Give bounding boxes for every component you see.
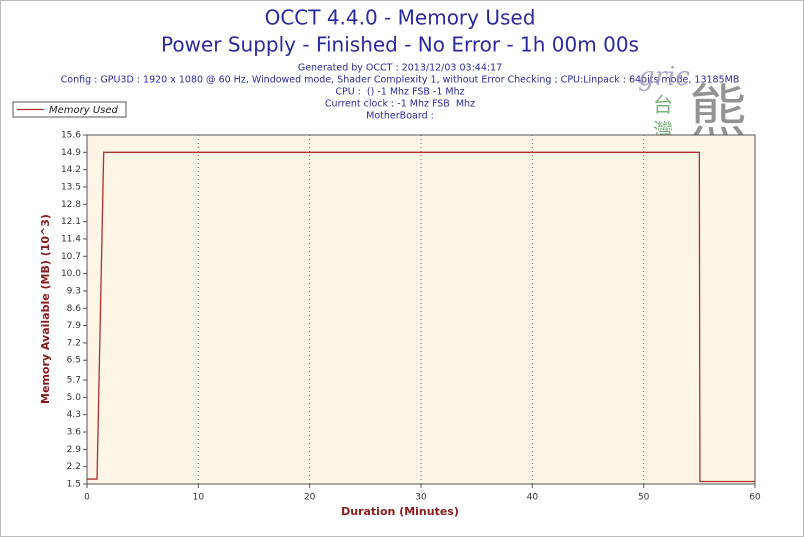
legend-box [12,101,127,118]
y-tick-label: 9.3 [67,286,81,296]
y-tick-label: 7.2 [67,338,81,348]
x-tick-label: 0 [84,493,90,503]
x-tick-label: 30 [415,493,427,503]
series-line [87,151,755,483]
info-line: Current clock : -1 Mhz FSB Mhz [325,99,475,110]
y-tick-label: 10.0 [61,269,81,279]
x-tick-label: 50 [638,493,650,503]
y-tick-label: 10.7 [61,252,81,262]
x-tick-label: 40 [527,493,539,503]
watermark: gric [638,62,690,92]
x-tick-label: 10 [193,493,205,503]
y-tick-label: 1.5 [67,480,81,490]
info-line: CPU : () -1 Mhz FSB -1 Mhz [335,87,464,98]
watermark: 台 [653,93,673,117]
y-tick-label: 14.9 [61,148,81,158]
y-tick-label: 13.5 [61,182,81,192]
y-tick-label: 11.4 [61,234,81,244]
info-line: Generated by OCCT : 2013/12/03 03:44:17 [298,63,502,74]
plot-area [86,134,756,485]
y-tick-label: 2.2 [67,462,81,472]
info-line: Config : GPU3D : 1920 x 1080 @ 60 Hz, Wi… [61,75,740,86]
y-tick-label: 5.0 [67,393,82,403]
y-tick-label: 2.9 [67,445,82,455]
chart-title: OCCT 4.4.0 - Memory Used [265,6,536,30]
y-tick-label: 8.6 [67,304,82,314]
y-tick-label: 3.6 [67,428,82,438]
y-tick-label: 15.6 [61,131,81,141]
legend-label: Memory Used [49,105,119,116]
y-tick-label: 12.1 [61,217,81,227]
x-axis-label: Duration (Minutes) [341,505,459,518]
y-tick-label: 12.8 [61,200,81,210]
info-line: MotherBoard : [366,111,434,122]
y-tick-label: 14.2 [61,165,81,175]
y-axis-label: Memory Available (MB) (10^3) [39,214,52,404]
x-tick-label: 60 [749,493,761,503]
y-tick-label: 5.7 [67,376,81,386]
chart-subtitle: Power Supply - Finished - No Error - 1h … [161,33,639,57]
y-tick-label: 7.9 [67,321,82,331]
y-tick-label: 6.5 [67,356,81,366]
y-tick-label: 4.3 [67,410,81,420]
x-tick-label: 20 [304,493,316,503]
